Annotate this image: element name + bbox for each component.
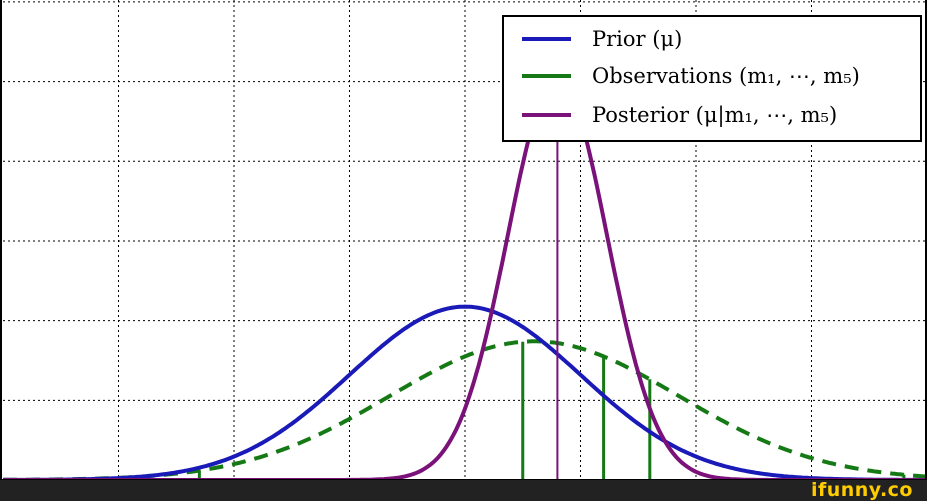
legend-prior-label: Prior (μ) xyxy=(592,27,682,51)
footer-bar: ifunny.co xyxy=(0,480,927,501)
legend: Prior (μ) Observations (m₁, ⋯, m₅) Poste… xyxy=(502,15,922,142)
series-observations-curve xyxy=(3,339,927,480)
legend-posterior-label: Posterior (μ|m₁, ⋯, m₅) xyxy=(592,103,837,128)
series-layer xyxy=(3,74,927,480)
series-posterior-curve xyxy=(3,74,927,480)
watermark-logo: ifunny.co xyxy=(810,479,913,501)
chart-svg: Prior (μ) Observations (m₁, ⋯, m₅) Poste… xyxy=(0,0,927,480)
chart-area: Prior (μ) Observations (m₁, ⋯, m₅) Poste… xyxy=(0,0,927,480)
series-prior-curve xyxy=(3,304,927,480)
legend-observations-label: Observations (m₁, ⋯, m₅) xyxy=(592,64,860,88)
legend-box xyxy=(502,15,922,142)
plot-frame xyxy=(0,0,927,480)
